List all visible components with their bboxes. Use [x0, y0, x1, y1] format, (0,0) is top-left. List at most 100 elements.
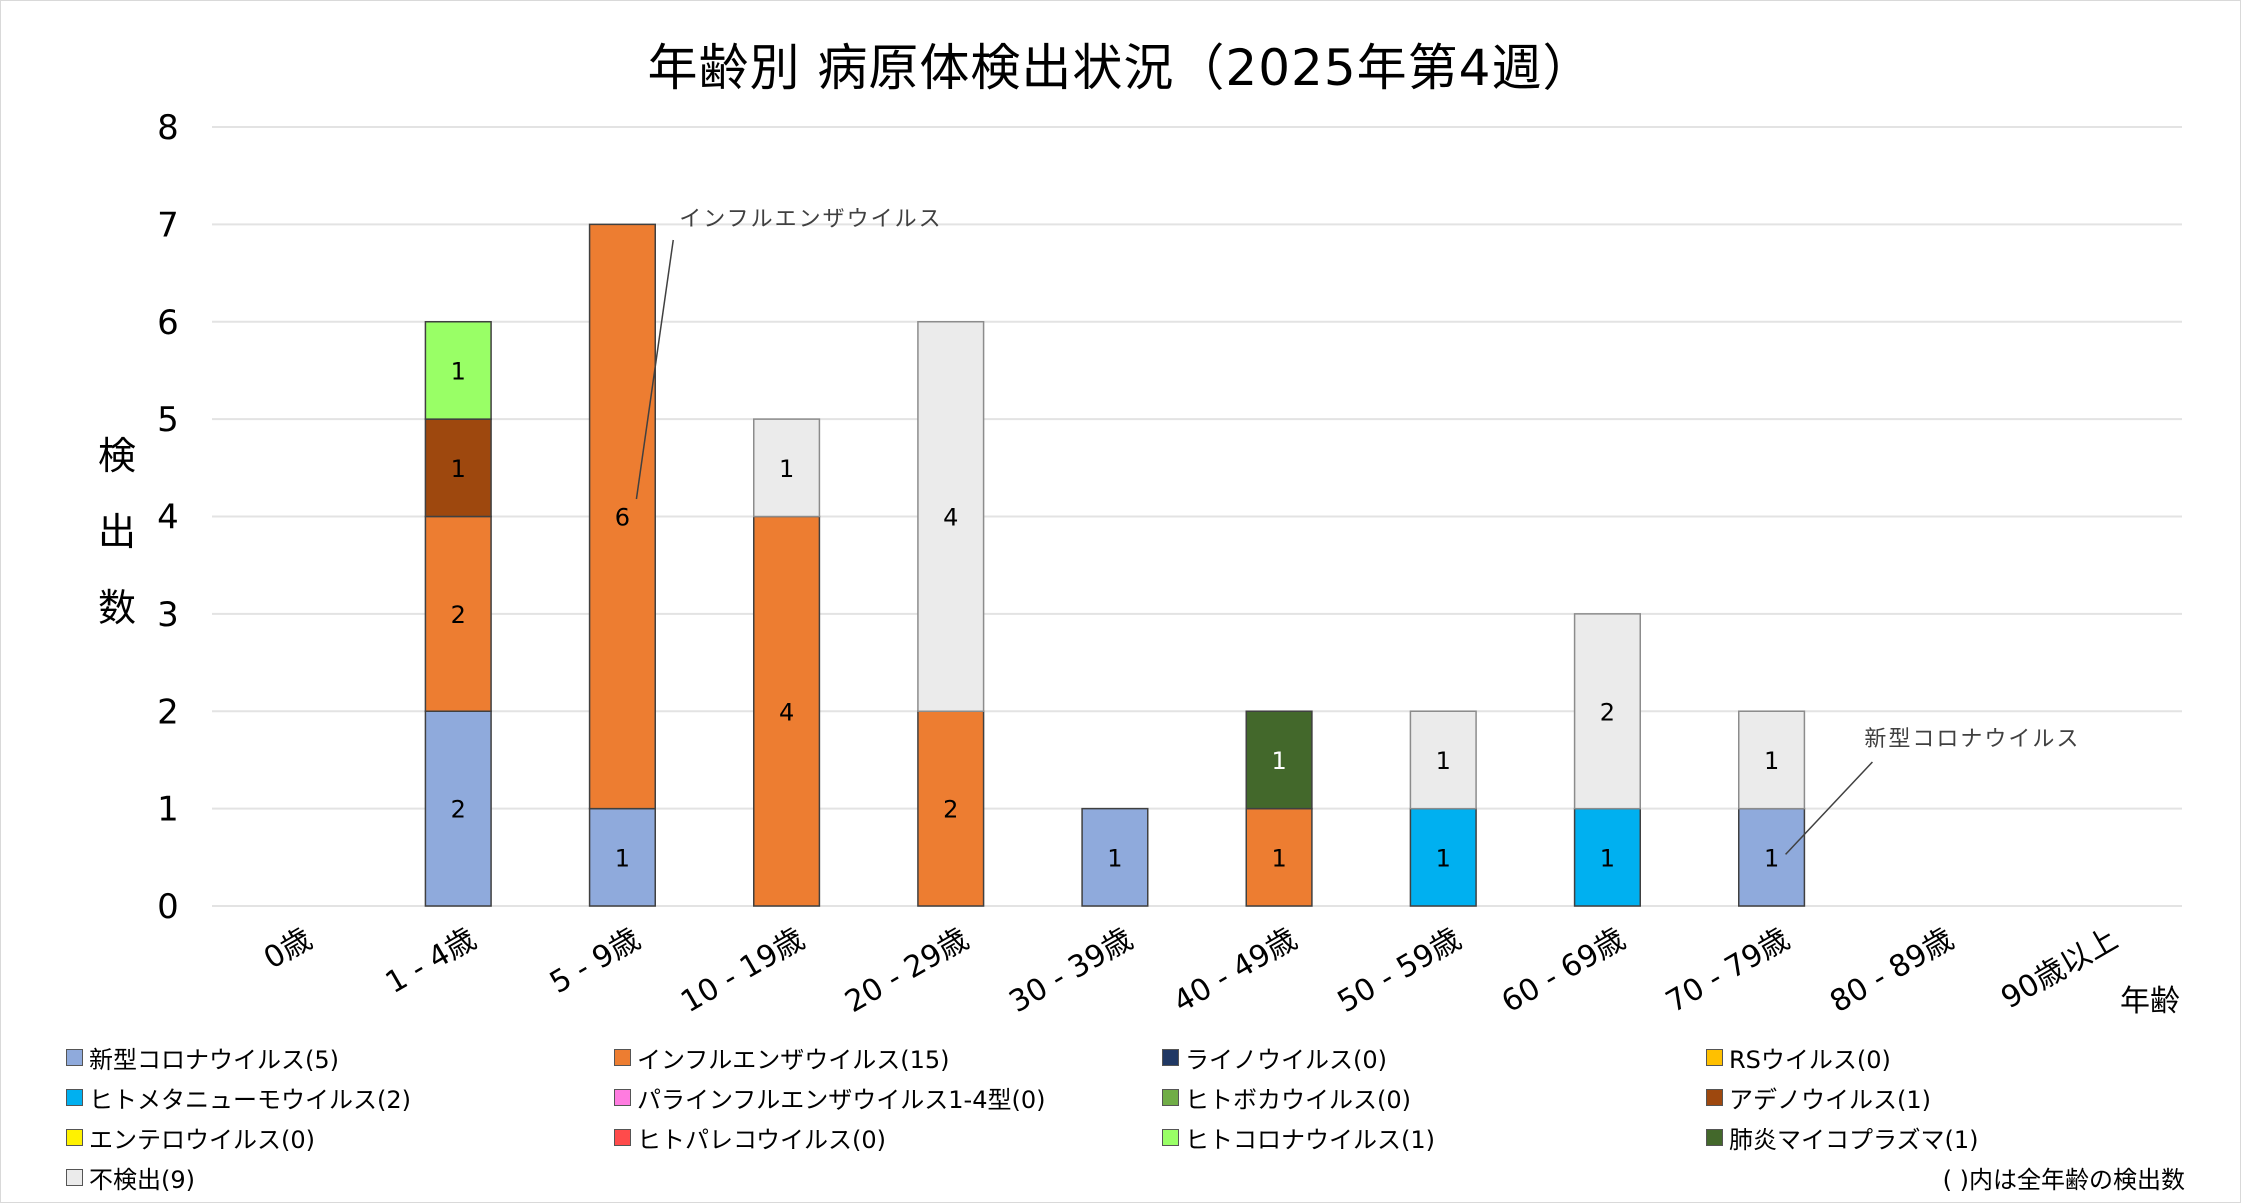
legend-item: 新型コロナウイルス(5): [66, 1040, 339, 1075]
legend-item: インフルエンザウイルス(15): [614, 1040, 950, 1075]
legend-item: エンテロウイルス(0): [66, 1120, 315, 1155]
bar-segment: [1409, 807, 1477, 907]
legend-label: パラインフルエンザウイルス1-4型(0): [637, 1086, 1046, 1114]
y-tick-label: 7: [157, 205, 179, 245]
legend-label: アデノウイルス(1): [1729, 1086, 1931, 1114]
bar-segments: 2 2 1 1 1 6 4 1 2 4 1 1 1 1 1 1 2 1 1: [424, 223, 1806, 907]
x-tick-label: 50 - 59歳: [1332, 922, 1467, 1020]
legend-swatch: [1162, 1049, 1179, 1066]
y-tick-label: 6: [157, 303, 179, 343]
y-axis-label-char: 出: [97, 510, 136, 554]
legend-label: エンテロウイルス(0): [89, 1126, 315, 1154]
legend-item: 不検出(9): [66, 1160, 195, 1195]
annotation-leader-line: [1785, 761, 1873, 855]
bar-segment: [1245, 710, 1313, 810]
bar-value-label: 2: [943, 796, 958, 824]
legend-label: インフルエンザウイルス(15): [637, 1046, 950, 1074]
x-tick-label: 80 - 89歳: [1824, 922, 1959, 1020]
annotation-label: 新型コロナウイルス: [1864, 727, 2080, 752]
x-tick-label: 20 - 29歳: [839, 922, 974, 1020]
legend-swatch: [66, 1129, 83, 1146]
legend-item: 肺炎マイコプラズマ(1): [1706, 1120, 1979, 1155]
y-tick-label: 0: [157, 887, 179, 927]
bar-value-label: 1: [1107, 844, 1122, 872]
legend-label: ヒトパレコウイルス(0): [637, 1126, 887, 1154]
x-axis-label: 年齢: [2120, 984, 2180, 1019]
bar-value-label: 4: [943, 504, 958, 532]
bar-segment: [917, 710, 985, 907]
bar-segment: [1573, 807, 1642, 907]
bar-segment: [588, 807, 656, 907]
bar-value-label: 1: [1271, 747, 1286, 775]
legend-label: RSウイルス(0): [1729, 1046, 1891, 1074]
bar-segment: [1573, 613, 1642, 810]
legend-label: ヒトコロナウイルス(1): [1185, 1126, 1435, 1154]
y-tick-label: 3: [157, 595, 179, 635]
bar-value-label: 1: [615, 844, 630, 872]
legend-swatch: [614, 1089, 631, 1106]
bar-segment: [917, 321, 985, 712]
y-axis-label-char: 検: [97, 434, 136, 478]
legend-swatch: [66, 1089, 83, 1106]
legend-label: 不検出(9): [89, 1166, 195, 1194]
bar-segment: [588, 223, 656, 810]
y-tick-label: 4: [157, 498, 179, 538]
bar-segment: [1738, 807, 1806, 907]
x-tick-label: 0歳: [258, 922, 318, 977]
bar-value-label: 1: [451, 455, 466, 483]
bar-segment: [1738, 710, 1806, 810]
bar-value-label: 6: [615, 504, 630, 532]
legend-item: ライノウイルス(0): [1162, 1040, 1387, 1075]
y-axis-label: 検出数: [92, 418, 142, 646]
gridlines: [212, 126, 2182, 907]
legend-item: RSウイルス(0): [1706, 1040, 1891, 1075]
legend-label: ライノウイルス(0): [1185, 1046, 1387, 1074]
bar-value-label: 1: [1271, 844, 1286, 872]
bar-value-label: 1: [451, 357, 466, 385]
legend-note: ( )内は全年齢の検出数: [1942, 1166, 2185, 1194]
x-tick-label: 10 - 19歳: [675, 922, 810, 1020]
legend-label: ヒトメタニューモウイルス(2): [89, 1086, 411, 1114]
legend-swatch: [66, 1169, 83, 1186]
legend-swatch: [66, 1049, 83, 1066]
bar-segment: [1245, 807, 1313, 907]
legend-item: ヒトパレコウイルス(0): [614, 1120, 886, 1155]
legend-swatch: [1162, 1129, 1179, 1146]
legend-swatch: [1162, 1089, 1179, 1106]
bar-segment: [1409, 710, 1477, 810]
bar-value-label: 2: [1600, 698, 1615, 726]
bar-value-label: 4: [779, 698, 794, 726]
bar-value-label: 2: [451, 796, 466, 824]
bar-value-label: 2: [451, 601, 466, 629]
legend-swatch: [614, 1049, 631, 1066]
y-tick-label: 5: [157, 400, 179, 440]
x-tick-label: 1 - 4歳: [380, 922, 482, 1001]
chart-title: 年齢別 病原体検出状況（2025年第4週）: [647, 39, 1594, 97]
y-tick-label: 8: [157, 108, 179, 148]
bar-segment: [1081, 807, 1149, 907]
legend-label: 肺炎マイコプラズマ(1): [1729, 1126, 1979, 1154]
legend-item: ヒトコロナウイルス(1): [1162, 1120, 1435, 1155]
legend-item: アデノウイルス(1): [1706, 1080, 1931, 1115]
legend-item: ヒトボカウイルス(0): [1162, 1080, 1411, 1115]
legend-swatch: [1706, 1129, 1723, 1146]
legend-item: パラインフルエンザウイルス1-4型(0): [614, 1080, 1045, 1115]
annotation-leader-line: [635, 239, 674, 500]
x-tick-label: 40 - 49歳: [1168, 922, 1303, 1020]
y-axis-label-char: 数: [97, 586, 136, 630]
x-tick-label: 30 - 39歳: [1003, 922, 1138, 1020]
bar-value-label: 1: [1764, 844, 1779, 872]
bar-value-label: 1: [1436, 747, 1451, 775]
bar-value-label: 1: [1436, 844, 1451, 872]
x-tick-label: 60 - 69歳: [1496, 922, 1631, 1020]
x-tick-label: 90歳以上: [1995, 922, 2124, 1016]
bar-value-label: 1: [1600, 844, 1615, 872]
x-tick-labels: 0歳 1 - 4歳 5 - 9歳 10 - 19歳 20 - 29歳 30 - 39歳 40…: [258, 922, 2124, 1020]
bar-segment: [753, 418, 821, 518]
legend-label: ヒトボカウイルス(0): [1185, 1086, 1411, 1114]
legend-swatch: [1706, 1089, 1723, 1106]
annotation-label: インフルエンザウイルス: [679, 207, 942, 232]
legend-swatch: [614, 1129, 631, 1146]
